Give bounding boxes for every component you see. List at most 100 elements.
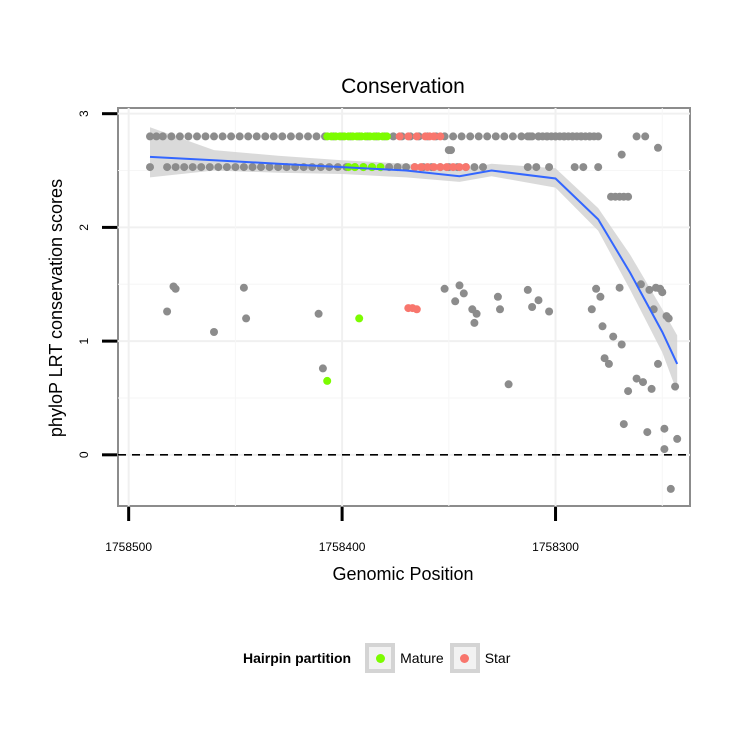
point-other — [457, 132, 466, 141]
point-other — [449, 132, 458, 141]
point-other — [455, 281, 464, 290]
y-axis-label: phyloP LRT conservation scores — [46, 179, 66, 437]
point-other — [604, 359, 613, 368]
chart-title: Conservation — [341, 75, 465, 98]
point-other — [278, 132, 287, 141]
point-other — [205, 163, 214, 172]
point-star — [410, 163, 419, 172]
point-other — [496, 305, 504, 314]
point-mature — [382, 132, 391, 141]
point-other — [269, 132, 278, 141]
point-other — [517, 132, 526, 141]
point-other — [312, 132, 321, 141]
point-other — [617, 340, 626, 349]
smooth-line-path — [149, 155, 679, 365]
data-points — [146, 132, 682, 493]
x-tick-label: 1758300 — [532, 540, 579, 554]
point-other — [600, 354, 609, 363]
point-other — [318, 364, 327, 373]
point-other — [664, 314, 673, 323]
point-other — [658, 288, 667, 297]
point-other — [545, 163, 554, 172]
point-other — [639, 378, 647, 387]
x-tick-label: 1758400 — [319, 540, 366, 554]
point-other — [643, 428, 652, 437]
legend-key-star — [449, 643, 480, 673]
legend-label-star: Star — [484, 650, 511, 666]
smooth-line — [149, 155, 679, 365]
y-axis: 0 1 2 3 — [77, 110, 117, 458]
point-other — [402, 163, 411, 172]
point-other — [472, 309, 481, 318]
point-other — [647, 384, 656, 393]
legend-key-mature — [365, 643, 396, 673]
point-other — [470, 163, 479, 172]
point-other — [619, 420, 628, 429]
confidence-band — [150, 127, 678, 393]
legend: Hairpin partition Mature Star — [243, 640, 516, 676]
point-other — [146, 163, 154, 172]
point-other — [261, 132, 270, 141]
legend-dot-mature — [375, 653, 385, 663]
point-other — [239, 163, 248, 172]
point-star — [395, 132, 404, 141]
point-other — [528, 132, 537, 141]
point-other — [193, 132, 201, 141]
point-other — [257, 163, 265, 172]
point-other — [523, 163, 532, 172]
confidence-band-area — [150, 127, 678, 393]
point-other — [470, 318, 479, 327]
point-other — [508, 132, 517, 141]
point-other — [594, 163, 603, 172]
point-other — [474, 132, 483, 141]
point-other — [666, 484, 675, 493]
point-other — [163, 307, 172, 316]
point-other — [636, 280, 645, 289]
point-other — [227, 132, 236, 141]
point-other — [175, 132, 184, 141]
point-other — [447, 146, 455, 155]
point-other — [314, 309, 323, 318]
point-other — [645, 285, 654, 294]
point-other — [197, 163, 206, 172]
point-other — [201, 132, 210, 141]
point-other — [592, 284, 601, 293]
point-other — [389, 132, 398, 141]
point-other — [210, 328, 218, 336]
point-other — [500, 132, 509, 141]
point-other — [451, 297, 460, 306]
point-star — [404, 132, 413, 141]
point-other — [188, 163, 197, 172]
point-other — [654, 143, 662, 152]
point-other — [609, 332, 618, 341]
point-other — [286, 132, 295, 141]
point-other — [152, 132, 161, 141]
point-other — [654, 359, 662, 368]
point-other — [218, 132, 227, 141]
point-other — [466, 132, 475, 141]
point-other — [617, 150, 626, 159]
legend-item-mature: Mature — [365, 643, 444, 673]
point-star — [417, 163, 426, 172]
point-other — [545, 307, 554, 316]
point-other — [214, 163, 223, 172]
point-other — [491, 132, 500, 141]
point-star — [461, 163, 470, 172]
point-other — [624, 192, 633, 201]
point-other — [671, 382, 680, 391]
y-tick-label: 1 — [77, 337, 91, 344]
legend-dot-star — [460, 653, 470, 663]
point-other — [479, 163, 487, 172]
point-other — [274, 163, 283, 172]
point-other — [596, 292, 605, 301]
point-other — [570, 163, 579, 172]
point-other — [660, 424, 669, 433]
point-star — [423, 163, 432, 172]
point-star — [442, 163, 451, 172]
point-star — [436, 163, 445, 172]
point-other — [673, 434, 682, 443]
point-mature — [355, 314, 364, 323]
point-other — [532, 163, 541, 172]
point-mature — [368, 163, 376, 172]
point-other — [660, 445, 669, 454]
